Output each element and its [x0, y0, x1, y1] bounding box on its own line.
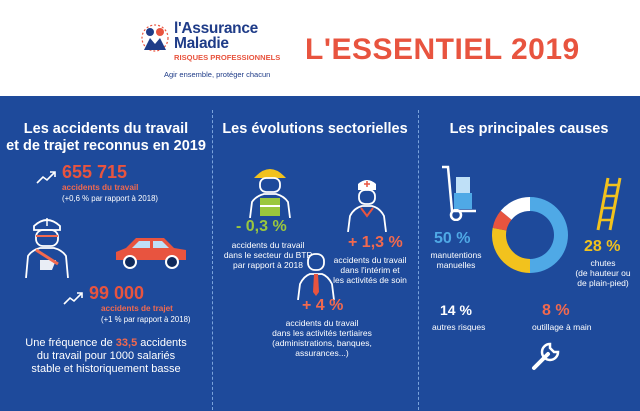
accidents-heading-line2: et de trajet reconnus en 2019 — [6, 138, 206, 154]
falls-line1: chutes — [590, 258, 616, 268]
falls-line3: de plain-pied) — [577, 278, 629, 288]
tertiary-line1: accidents du travail — [285, 318, 359, 328]
donut-slice — [492, 227, 530, 273]
tertiary-line4: assurances...) — [295, 348, 349, 358]
tertiary-line2: dans les activités tertiaires — [272, 328, 372, 338]
interim-line1: accidents du travail — [333, 255, 407, 265]
brand-subtitle: RISQUES PROFESSIONNELS — [174, 53, 281, 62]
tertiary-text: accidents du travail dans les activités … — [252, 318, 392, 358]
tertiary-line3: (administrations, banques, — [272, 338, 372, 348]
btp-value: - 0,3 % — [236, 218, 287, 235]
header: l'Assurance Maladie RISQUES PROFESSIONNE… — [0, 0, 640, 96]
falls-line2: (de hauteur ou — [575, 268, 631, 278]
tools-value: 8 % — [542, 302, 570, 319]
causes-donut-chart — [492, 197, 568, 273]
handling-line2: manuelles — [436, 260, 476, 270]
interim-value: + 1,3 % — [348, 234, 403, 251]
frequency-suffix: accidents — [137, 337, 187, 349]
tertiary-value: + 4 % — [302, 297, 344, 314]
accidents-heading-line1: Les accidents du travail — [23, 121, 189, 137]
donut-slice — [530, 197, 568, 273]
work-accidents-number: 655 715 — [62, 162, 128, 182]
column-divider — [212, 110, 213, 410]
commute-accidents-label: accidents de trajet — [101, 304, 173, 313]
page-title: L'ESSENTIEL 2019 — [305, 33, 580, 66]
btp-line3: par rapport à 2018 — [233, 260, 303, 270]
tools-label: outillage à main — [532, 322, 592, 332]
nurse-icon — [347, 180, 387, 232]
btp-line2: dans le secteur du BTP — [223, 250, 313, 260]
handling-value: 50 % — [434, 230, 471, 247]
brand-name: l'Assurance Maladie — [174, 20, 258, 52]
work-accidents-label: accidents du travail — [62, 183, 139, 192]
donut-slice — [492, 210, 512, 231]
brand-line1: l'Assurance — [174, 20, 258, 37]
accidents-heading: Les accidents du travail et de trajet re… — [0, 121, 212, 155]
logo-emblem-icon — [141, 24, 169, 52]
interim-line3: les activités de soin — [333, 275, 407, 285]
column-divider — [418, 110, 419, 410]
injured-worker-icon — [25, 218, 69, 278]
falls-text: chutes (de hauteur ou de plain-pied) — [566, 258, 640, 288]
causes-heading: Les principales causes — [449, 121, 609, 137]
handling-line1: manutentions — [430, 250, 482, 260]
frequency-line3: stable et historiquement basse — [31, 363, 181, 375]
frequency-line1: Une fréquence de 33,5 accidents — [0, 337, 212, 350]
car-icon — [116, 238, 186, 269]
assurance-maladie-logo[interactable]: l'Assurance Maladie RISQUES PROFESSIONNE… — [138, 16, 298, 86]
ladder-icon — [596, 177, 622, 231]
trend-up-icon — [63, 292, 83, 305]
donut-slice — [500, 197, 530, 220]
other-label: autres risques — [432, 322, 486, 332]
frequency-value: 33,5 — [115, 337, 138, 349]
btp-line1: accidents du travail — [231, 240, 305, 250]
sector-heading: Les évolutions sectorielles — [222, 121, 408, 137]
trend-up-icon — [36, 171, 56, 184]
construction-worker-icon — [249, 169, 291, 218]
commute-accidents-number: 99 000 — [89, 283, 145, 303]
frequency-text: Une fréquence de 33,5 accidents du trava… — [0, 337, 212, 376]
falls-value: 28 % — [584, 238, 621, 255]
frequency-prefix: Une fréquence de — [25, 337, 116, 349]
handling-text: manutentions manuelles — [422, 250, 490, 270]
wrench-icon — [532, 342, 560, 370]
frequency-line2: du travail pour 1000 salariés — [36, 350, 176, 362]
brand-line2: Maladie — [174, 35, 229, 52]
office-worker-icon — [297, 253, 335, 300]
btp-text: accidents du travail dans le secteur du … — [218, 240, 318, 270]
other-value: 14 % — [440, 302, 472, 318]
brand-tagline: Agir ensemble, protéger chacun — [164, 70, 271, 79]
interim-text: accidents du travail dans l'intérim et l… — [322, 255, 418, 285]
work-accidents-change: (+0,6 % par rapport à 2018) — [62, 194, 159, 203]
interim-line2: dans l'intérim et — [340, 265, 400, 275]
commute-accidents-change: (+1 % par rapport à 2018) — [101, 315, 191, 324]
hand-truck-icon — [442, 165, 476, 221]
content-panel — [0, 96, 640, 411]
